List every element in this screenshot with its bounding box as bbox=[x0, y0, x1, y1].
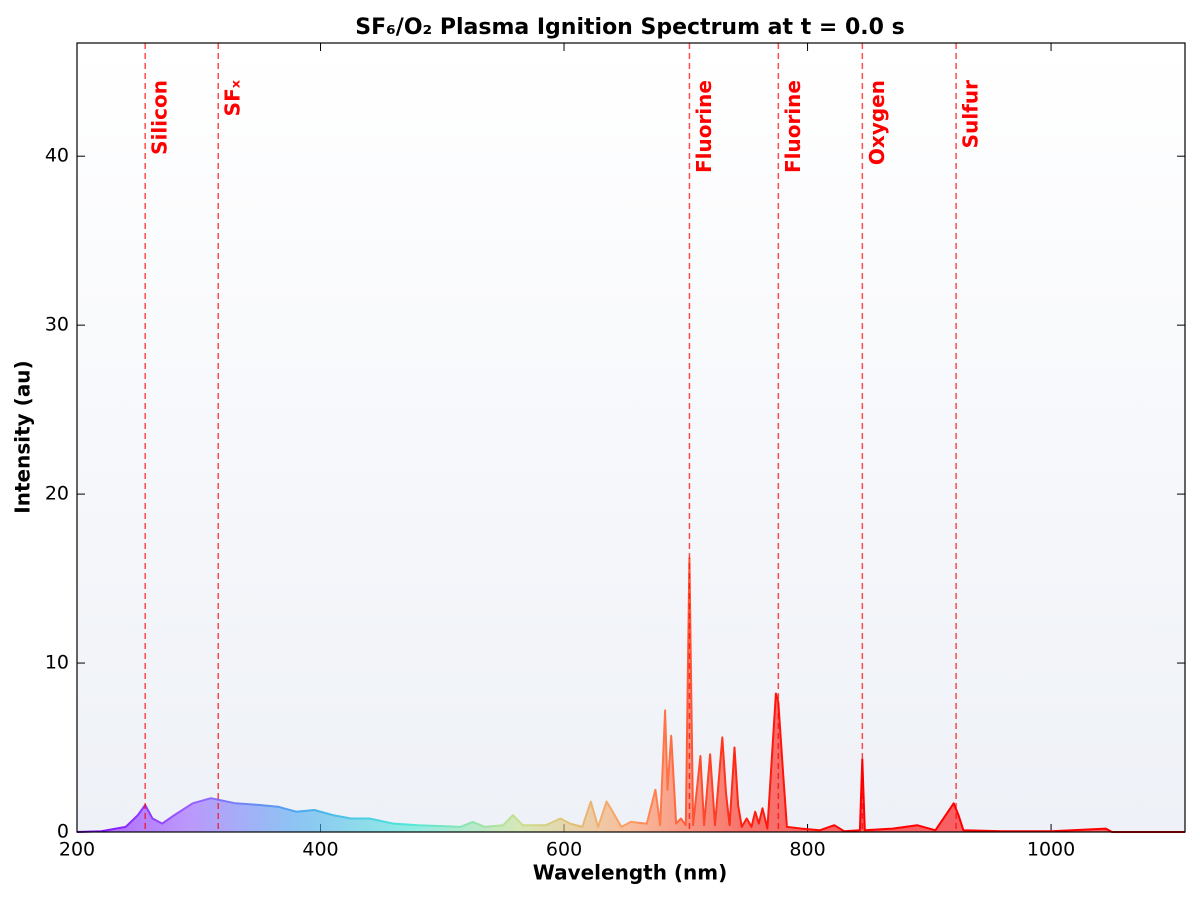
x-tick-label: 600 bbox=[546, 839, 582, 861]
y-tick-label: 40 bbox=[45, 145, 69, 167]
annotation-label: Sulfur bbox=[959, 80, 983, 148]
x-axis-label: Wavelength (nm) bbox=[533, 861, 728, 885]
spectrum-line bbox=[76, 557, 1185, 833]
annotation-label: Fluorine bbox=[692, 80, 716, 173]
annotation-label: Oxygen bbox=[865, 80, 889, 165]
plot-frame bbox=[76, 42, 1186, 833]
plot-background bbox=[77, 43, 1185, 832]
y-tick-label: 30 bbox=[45, 314, 69, 336]
y-axis-label: Intensity (au) bbox=[11, 360, 35, 513]
y-tick-label: 10 bbox=[45, 652, 69, 674]
y-tick-label: 0 bbox=[57, 821, 69, 843]
annotation-label: Silicon bbox=[148, 80, 172, 155]
x-tick-label: 400 bbox=[302, 839, 338, 861]
x-tick-label: 200 bbox=[59, 839, 95, 861]
x-tick-label: 800 bbox=[789, 839, 825, 861]
chart-title: SF₆/O₂ Plasma Ignition Spectrum at t = 0… bbox=[355, 15, 904, 40]
annotation-label: Fluorine bbox=[781, 80, 805, 173]
annotation-label: SFₓ bbox=[221, 79, 245, 116]
y-tick-label: 20 bbox=[45, 483, 69, 505]
x-tick-label: 1000 bbox=[1027, 839, 1075, 861]
